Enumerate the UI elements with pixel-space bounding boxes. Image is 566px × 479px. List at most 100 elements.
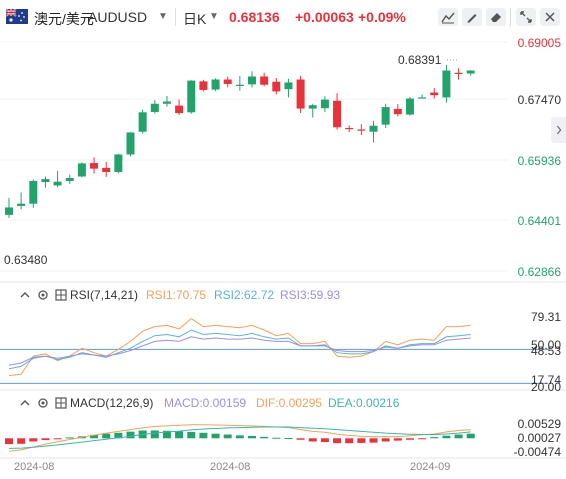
- macd-axis-label-3: -0.00474: [513, 445, 561, 459]
- pencil-button[interactable]: [462, 8, 482, 26]
- candle-body: [5, 207, 13, 215]
- rsi2-value: RSI2:62.72: [214, 288, 275, 302]
- price-change-percent: +0.09%: [358, 9, 406, 25]
- dif-line: [8, 424, 471, 452]
- dea-line: [8, 426, 471, 449]
- macd-histogram-bar: [345, 438, 354, 444]
- candle-body: [405, 98, 414, 115]
- macd-histogram-bar: [53, 438, 62, 440]
- rsi-axis-label-5: 17.74: [530, 373, 561, 387]
- candle-body: [211, 79, 220, 90]
- macd-histogram-bar: [357, 438, 366, 443]
- y-axis-label-2: 0.67470: [517, 93, 561, 107]
- macd-histogram-bar: [235, 435, 244, 439]
- close-button[interactable]: [540, 8, 560, 26]
- candle-body: [102, 167, 111, 172]
- eraser-icon: [491, 13, 501, 22]
- macd-histogram-bar: [114, 432, 123, 439]
- macd-histogram-bar: [405, 438, 414, 440]
- y-axis-label-4: 0.64401: [517, 214, 561, 228]
- rsi3-value: RSI3:59.93: [280, 288, 341, 302]
- candle-body: [357, 129, 366, 131]
- macd-histogram-bar: [17, 438, 26, 444]
- candle-body: [260, 76, 269, 85]
- candle-body: [235, 84, 244, 86]
- macd-axis-label-1: 0.00529: [517, 417, 561, 431]
- macd-indicator-name[interactable]: MACD(12,26,9): [70, 396, 154, 410]
- last-price: 0.68136: [229, 9, 280, 25]
- macd-histogram-bar: [29, 438, 38, 442]
- close-icon: [545, 12, 555, 22]
- candle-body: [187, 80, 196, 113]
- period-selector[interactable]: 日K: [183, 11, 207, 27]
- candle-body: [284, 82, 293, 90]
- candle-body: [126, 132, 135, 155]
- symbol-dropdown-icon[interactable]: ▼: [158, 11, 168, 22]
- low-price-marker: 0.63480: [4, 253, 48, 267]
- pair-name[interactable]: 澳元/美元: [34, 11, 94, 27]
- candle-body: [77, 163, 86, 177]
- line-draw-button[interactable]: [438, 8, 458, 26]
- candle-body: [442, 70, 451, 98]
- chart-header: 澳元/美元 AUDUSD ▼ 日K ▼ 0.68136 +0.00063 +0.…: [0, 0, 566, 34]
- collapse-macd-icon[interactable]: [19, 397, 31, 409]
- macd-histogram-bar: [175, 431, 184, 439]
- candle-body: [53, 181, 62, 186]
- candle-body: [138, 112, 147, 132]
- macd-histogram-bar: [248, 435, 256, 439]
- rsi1-value: RSI1:70.75: [146, 288, 207, 302]
- macd-settings-gear-icon[interactable]: [37, 397, 49, 409]
- macd-histogram-bar: [102, 433, 111, 439]
- x-axis-label-1: 2024-08: [14, 461, 55, 473]
- macd-histogram-bar: [333, 438, 342, 444]
- candle-body: [418, 97, 427, 99]
- australia-flag-icon: [6, 9, 28, 24]
- collapse-side-panel-button[interactable]: [551, 117, 566, 143]
- candle-body: [272, 81, 281, 92]
- macd-histogram-bar: [187, 431, 196, 439]
- toolbar-divider: [510, 8, 511, 26]
- candle-body: [17, 203, 26, 206]
- macd-histogram-bar: [296, 438, 305, 440]
- rsi-axis-label-3: 48.53: [530, 344, 561, 358]
- symbol-code[interactable]: AUDUSD: [88, 9, 148, 25]
- macd-histogram-bar: [454, 434, 463, 439]
- rsi1-line: [8, 317, 471, 376]
- candle-body: [430, 92, 439, 96]
- candle-body: [29, 180, 38, 204]
- rsi-layout-icon[interactable]: [55, 289, 67, 301]
- y-axis-label-1: 0.69005: [517, 36, 561, 50]
- macd-axis-label-2: 0.00027: [517, 431, 561, 445]
- rsi-axis-label-1: 79.31: [530, 310, 561, 324]
- candle-body: [162, 101, 171, 104]
- rsi-indicator-name[interactable]: RSI(7,14,21): [70, 288, 139, 302]
- x-axis-label-3: 2024-09: [410, 461, 451, 473]
- candle-body: [41, 179, 50, 183]
- macd-histogram-bar: [381, 438, 390, 442]
- candle-body: [320, 99, 329, 109]
- macd-histogram-bar: [308, 438, 317, 442]
- candle-body: [308, 105, 317, 109]
- candle-body: [199, 81, 208, 90]
- period-dropdown-icon[interactable]: ▼: [209, 11, 219, 22]
- candle-body: [223, 79, 232, 84]
- eraser-button[interactable]: [486, 8, 506, 26]
- fullscreen-button[interactable]: [516, 8, 536, 26]
- rsi-settings-gear-icon[interactable]: [37, 289, 49, 301]
- macd-histogram-bar: [418, 438, 427, 440]
- macd-histogram-bar: [211, 433, 220, 439]
- rsi-axis-label-2: 50.00: [530, 338, 561, 352]
- candle-body: [150, 103, 159, 112]
- collapse-rsi-icon[interactable]: [19, 289, 31, 301]
- macd-histogram-bar: [162, 430, 171, 439]
- macd-histogram-bar: [65, 437, 74, 439]
- candle-body: [381, 107, 390, 125]
- rsi-axis-label-4: 20.00: [530, 380, 561, 394]
- macd-histogram-bar: [41, 438, 50, 441]
- chevron-right-icon: [556, 125, 561, 135]
- high-price-marker: 0.68391: [398, 53, 442, 67]
- macd-value: MACD:0.00159: [164, 396, 247, 410]
- macd-histogram-bar: [126, 431, 135, 439]
- macd-layout-icon[interactable]: [55, 397, 67, 409]
